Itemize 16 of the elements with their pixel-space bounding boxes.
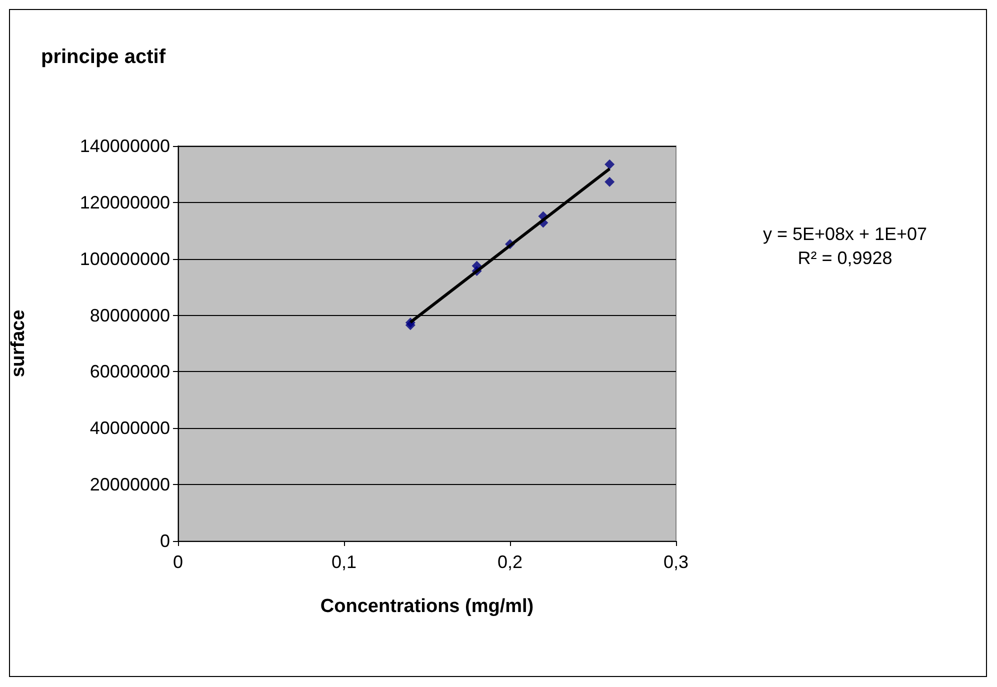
y-tick-label: 20000000 [90,474,170,495]
chart-title: principe actif [41,46,166,68]
y-tick-label: 100000000 [80,248,170,269]
x-tick-label: 0,3 [663,552,689,572]
x-axis-title: Concentrations (mg/ml) [320,596,534,617]
y-tick-label: 80000000 [90,305,170,326]
y-tick-label: 40000000 [90,418,170,438]
x-tick-label: 0,2 [497,552,523,572]
y-tick-label: 0 [160,531,170,551]
y-axis-title: surface [8,310,29,378]
y-tick-label: 140000000 [80,136,170,156]
text: y = 5E+08x + 1E+07 R² = 0,9928 [762,224,928,268]
y-tick-label: 60000000 [90,362,170,382]
y-tick-label: 120000000 [80,192,170,212]
x-tick-label: 0 [172,552,184,572]
x-tick-label: 0,1 [331,552,357,572]
